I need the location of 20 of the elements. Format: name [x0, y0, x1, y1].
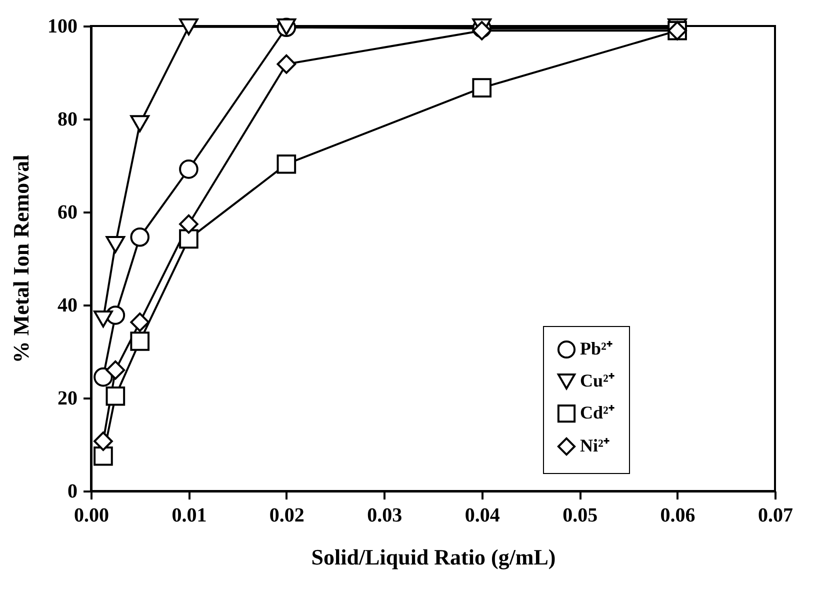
- x-tick-label: 0.03: [367, 504, 402, 526]
- y-tick-label: 0: [68, 480, 78, 502]
- x-tick-label: 0.07: [758, 504, 793, 526]
- legend-label: Cd²⁺: [580, 402, 614, 422]
- x-axis-title: Solid/Liquid Ratio (g/mL): [311, 544, 556, 570]
- y-tick-label: 60: [58, 202, 78, 224]
- y-tick-label: 100: [48, 16, 78, 38]
- x-tick-label: 0.04: [464, 504, 500, 526]
- y-axis-title: % Metal Ion Removal: [8, 154, 34, 364]
- y-tick-label: 20: [58, 388, 78, 410]
- x-tick-label: 0.00: [74, 504, 109, 526]
- legend-label: Ni²⁺: [580, 436, 610, 456]
- x-tick-label: 0.02: [269, 504, 304, 526]
- legend-label: Cu²⁺: [580, 370, 614, 390]
- y-tick-label: 80: [58, 108, 78, 130]
- x-tick-label: 0.06: [660, 504, 696, 526]
- x-tick-label: 0.01: [172, 504, 207, 526]
- y-tick-label: 40: [58, 294, 78, 316]
- x-tick-label: 0.05: [562, 504, 598, 526]
- legend-label: Pb²⁺: [580, 338, 612, 358]
